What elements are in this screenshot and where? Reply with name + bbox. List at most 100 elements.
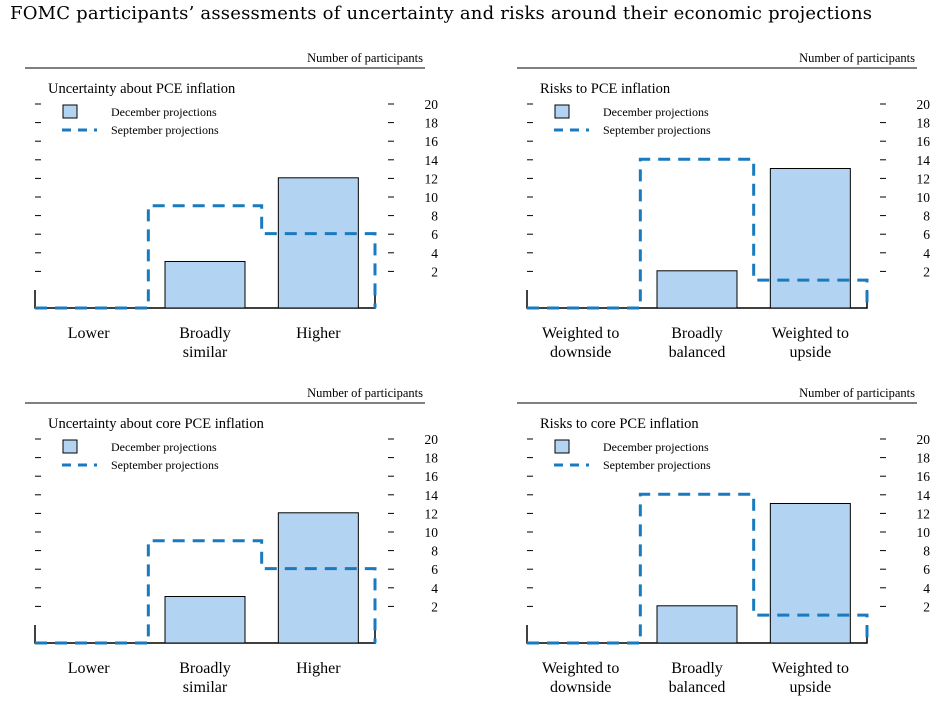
y-tick-label: 14 (425, 488, 439, 503)
bar-december (656, 605, 738, 644)
legend-label-september: September projections (603, 458, 711, 472)
category-label: downside (550, 679, 611, 696)
category-label: Weighted to (772, 660, 849, 677)
chart-title: Risks to PCE inflation (540, 81, 671, 97)
legend-swatch-december (62, 104, 78, 119)
bar-december (164, 596, 246, 644)
bar-december (277, 177, 359, 309)
legend-label-december: December projections (111, 105, 217, 119)
y-tick-label: 6 (431, 562, 438, 577)
chart-panel-core-pce-uncertainty: Number of participants Uncertainty about … (25, 383, 445, 718)
legend-label-december: December projections (603, 440, 709, 454)
category-label: upside (789, 344, 831, 361)
bar-december (164, 261, 246, 309)
y-tick-label: 2 (923, 599, 930, 614)
category-label: Higher (296, 325, 341, 342)
y-tick-label: 8 (923, 544, 930, 559)
y-tick-label: 14 (917, 488, 931, 503)
y-tick-label: 16 (917, 134, 931, 149)
chart-title: Uncertainty about core PCE inflation (48, 416, 265, 432)
chart-svg: Number of participants Risks to PCE infla… (517, 51, 931, 361)
category-label: Broadly (671, 660, 723, 677)
y-tick-label: 18 (917, 451, 931, 466)
chart-svg: Number of participants Risks to core PCE … (517, 386, 931, 696)
y-tick-label: 16 (917, 469, 931, 484)
legend-label-september: September projections (111, 123, 219, 137)
category-label: Weighted to (772, 325, 849, 342)
legend-label-september: September projections (111, 458, 219, 472)
y-axis-label: Number of participants (307, 386, 423, 400)
chart-svg: Number of participants Uncertainty about … (25, 386, 439, 696)
category-label: similar (183, 679, 228, 696)
y-tick-label: 12 (917, 506, 931, 521)
y-tick-label: 20 (425, 97, 439, 112)
y-tick-label: 18 (425, 116, 439, 131)
bar-december (656, 270, 738, 309)
y-tick-label: 8 (923, 209, 930, 224)
y-tick-label: 8 (431, 544, 438, 559)
y-tick-label: 20 (917, 432, 931, 447)
y-tick-label: 8 (431, 209, 438, 224)
y-tick-label: 14 (425, 153, 439, 168)
y-axis-label: Number of participants (799, 386, 915, 400)
y-tick-label: 10 (425, 525, 439, 540)
page-title: FOMC participants’ assessments of uncert… (10, 3, 873, 24)
line-september (35, 204, 377, 310)
y-tick-label: 4 (923, 581, 930, 596)
y-tick-label: 12 (425, 171, 439, 186)
line-september (527, 492, 869, 645)
category-label: Weighted to (542, 660, 619, 677)
category-label: Lower (68, 660, 110, 677)
chart-svg: Number of participants Uncertainty about … (25, 51, 439, 361)
legend-label-december: December projections (111, 440, 217, 454)
line-september (35, 539, 377, 645)
y-tick-label: 12 (917, 171, 931, 186)
category-label: similar (183, 344, 228, 361)
y-tick-label: 10 (917, 190, 931, 205)
category-label: Weighted to (542, 325, 619, 342)
y-tick-label: 6 (431, 227, 438, 242)
y-tick-label: 16 (425, 134, 439, 149)
y-tick-label: 4 (923, 246, 930, 261)
y-tick-label: 18 (425, 451, 439, 466)
category-label: Broadly (179, 660, 231, 677)
y-tick-label: 2 (923, 264, 930, 279)
legend-swatch-december (62, 439, 78, 454)
y-tick-label: 4 (431, 581, 438, 596)
chart-title: Risks to core PCE inflation (540, 416, 699, 432)
category-label: Lower (68, 325, 110, 342)
y-tick-label: 10 (425, 190, 439, 205)
legend-swatch-december (554, 439, 570, 454)
y-tick-label: 10 (917, 525, 931, 540)
y-tick-label: 6 (923, 227, 930, 242)
y-axis-label: Number of participants (799, 51, 915, 65)
bar-december (769, 503, 851, 644)
y-axis-label: Number of participants (307, 51, 423, 65)
category-label: balanced (669, 344, 726, 361)
category-label: Broadly (671, 325, 723, 342)
y-tick-label: 18 (917, 116, 931, 131)
y-tick-label: 2 (431, 599, 438, 614)
bar-december (277, 512, 359, 644)
category-label: balanced (669, 679, 726, 696)
category-label: upside (789, 679, 831, 696)
chart-title: Uncertainty about PCE inflation (48, 81, 236, 97)
category-label: Broadly (179, 325, 231, 342)
y-tick-label: 20 (917, 97, 931, 112)
y-tick-label: 12 (425, 506, 439, 521)
y-tick-label: 14 (917, 153, 931, 168)
chart-panel-pce-risks: Number of participants Risks to PCE infla… (517, 48, 937, 383)
legend-label-september: September projections (603, 123, 711, 137)
legend-label-december: December projections (603, 105, 709, 119)
chart-panel-core-pce-risks: Number of participants Risks to core PCE … (517, 383, 937, 718)
y-tick-label: 4 (431, 246, 438, 261)
chart-panel-pce-uncertainty: Number of participants Uncertainty about … (25, 48, 445, 383)
y-tick-label: 20 (425, 432, 439, 447)
category-label: downside (550, 344, 611, 361)
y-tick-label: 16 (425, 469, 439, 484)
legend-swatch-december (554, 104, 570, 119)
bar-december (769, 168, 851, 309)
category-label: Higher (296, 660, 341, 677)
y-tick-label: 6 (923, 562, 930, 577)
line-september (527, 157, 869, 310)
